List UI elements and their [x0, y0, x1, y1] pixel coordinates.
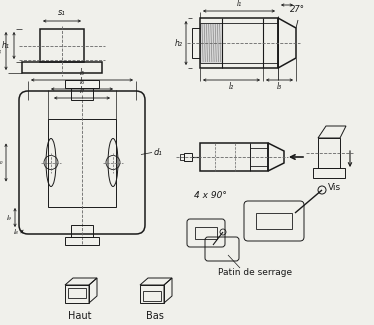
- Text: d₁: d₁: [154, 148, 163, 157]
- Bar: [22, 62, 102, 73]
- Bar: [184, 153, 192, 161]
- Text: l₇: l₇: [79, 86, 85, 95]
- Text: l₄: l₄: [285, 0, 289, 2]
- Bar: [140, 285, 164, 303]
- Bar: [180, 154, 184, 160]
- Bar: [71, 88, 93, 100]
- Bar: [192, 28, 202, 58]
- Bar: [71, 225, 93, 237]
- Text: 4 x 90°: 4 x 90°: [194, 191, 226, 201]
- Bar: [68, 288, 86, 298]
- Text: Patin de serrage: Patin de serrage: [218, 268, 292, 277]
- Text: h₁: h₁: [2, 41, 10, 50]
- Bar: [318, 138, 340, 168]
- Text: l₂: l₂: [229, 82, 234, 91]
- Text: l₃: l₃: [277, 82, 282, 91]
- Text: 27°: 27°: [290, 6, 305, 15]
- Text: l₉: l₉: [7, 214, 12, 220]
- Bar: [195, 227, 217, 239]
- Bar: [48, 119, 116, 206]
- Text: l₅: l₅: [79, 68, 85, 77]
- Bar: [143, 291, 161, 301]
- Text: Haut: Haut: [68, 311, 92, 321]
- Text: l₈: l₈: [14, 228, 19, 235]
- Bar: [65, 285, 89, 303]
- Text: h₃: h₃: [0, 46, 2, 56]
- Bar: [65, 80, 99, 88]
- Bar: [200, 23, 222, 63]
- Text: Vis: Vis: [328, 183, 341, 191]
- Bar: [200, 143, 268, 171]
- Text: l₁₀: l₁₀: [0, 160, 3, 165]
- Text: s₁: s₁: [58, 8, 66, 17]
- Bar: [200, 18, 278, 68]
- Bar: [65, 237, 99, 245]
- Text: Bas: Bas: [146, 311, 164, 321]
- Text: l₁: l₁: [236, 0, 242, 8]
- Text: l₆: l₆: [79, 77, 85, 86]
- Bar: [313, 168, 345, 178]
- Bar: [40, 29, 84, 62]
- Text: h₂: h₂: [175, 38, 183, 47]
- Bar: [256, 213, 292, 229]
